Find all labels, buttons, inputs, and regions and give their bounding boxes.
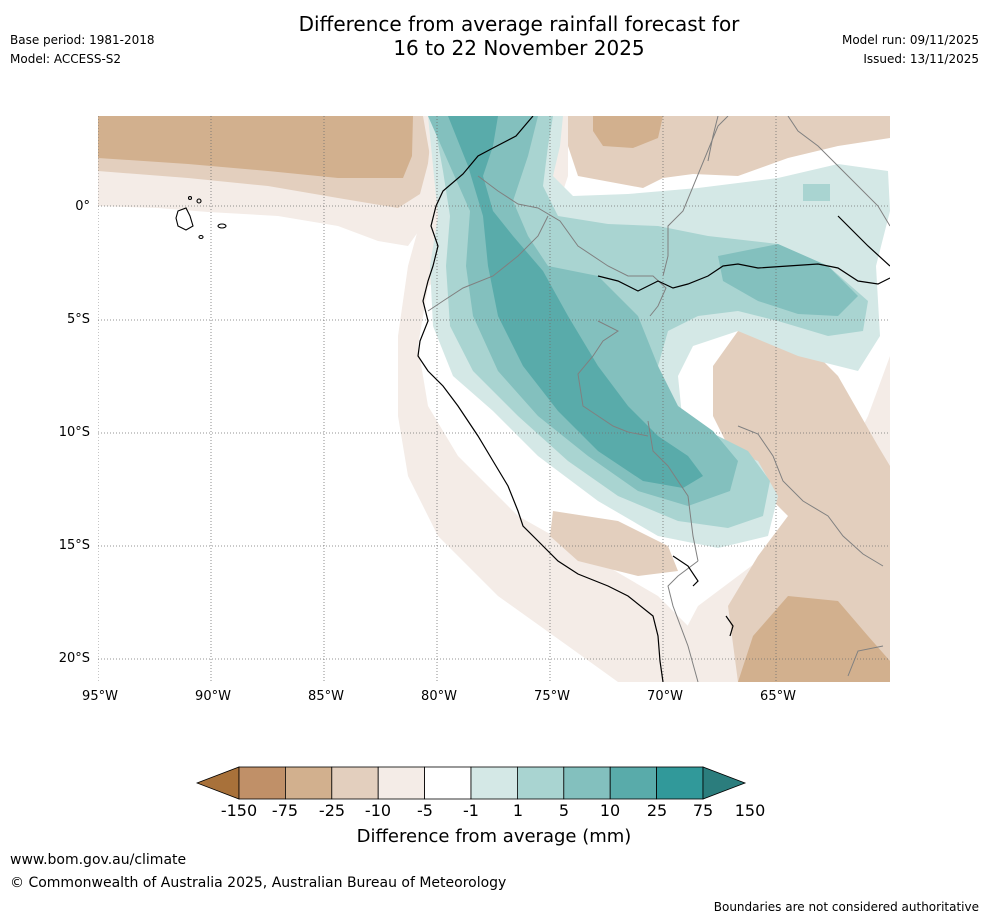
footer-copyright: © Commonwealth of Australia 2025, Austra… — [10, 875, 507, 891]
colorbar-tick: 150 — [734, 801, 766, 820]
lon-label-80w: 80°W — [421, 689, 457, 704]
lat-label-20s: 20°S — [58, 651, 90, 666]
colorbar-tick: 10 — [599, 801, 621, 820]
dry-zone-coast — [398, 116, 738, 682]
lat-label-15s: 15°S — [58, 538, 90, 553]
colorbar — [195, 766, 792, 800]
footer-url: www.bom.gov.au/climate — [10, 852, 187, 868]
colorbar-tick: 75 — [692, 801, 714, 820]
colorbar-arrow-high — [702, 766, 747, 800]
title-line-1: Difference from average rainfall forecas… — [298, 12, 740, 36]
model-name: Model: ACCESS-S2 — [10, 52, 122, 66]
map-panel — [98, 116, 890, 682]
footer-disclaimer: Boundaries are not considered authoritat… — [713, 900, 979, 914]
colorbar-segment — [377, 766, 425, 800]
colorbar-tick: -1 — [463, 801, 479, 820]
lon-label-70w: 70°W — [647, 689, 683, 704]
colorbar-tick: 1 — [512, 801, 524, 820]
lat-label-0: 0° — [75, 199, 90, 214]
model-run: Model run: 09/11/2025 — [841, 33, 979, 47]
colorbar-segment — [656, 766, 704, 800]
coastlines — [417, 116, 890, 682]
colorbar-title: Difference from average (mm) — [356, 826, 632, 847]
colorbar-tick: -5 — [417, 801, 433, 820]
issued-date: Issued: 13/11/2025 — [863, 52, 979, 66]
colorbar-segment — [470, 766, 518, 800]
colorbar-tick: -150 — [220, 801, 258, 820]
wet-zone-25-75mm — [448, 116, 703, 488]
dry-zone-south-mid — [550, 511, 678, 576]
lon-label-75w: 75°W — [534, 689, 570, 704]
colorbar-tick: -25 — [318, 801, 346, 820]
colorbar-tick: 5 — [558, 801, 570, 820]
dry-zone-east-mid — [713, 331, 890, 682]
colorbar-segment — [563, 766, 611, 800]
colorbar-segment — [331, 766, 379, 800]
colorbar-tick: 25 — [646, 801, 668, 820]
galapagos-islands — [175, 195, 227, 240]
colorbar-tick: -75 — [271, 801, 299, 820]
lat-label-10s: 10°S — [58, 425, 90, 440]
graticule — [98, 116, 890, 682]
base-period: Base period: 1981-2018 — [10, 33, 155, 47]
lat-label-5s: 5°S — [66, 312, 90, 327]
lon-label-85w: 85°W — [308, 689, 344, 704]
rainfall-map — [98, 116, 890, 682]
lon-label-90w: 90°W — [195, 689, 231, 704]
colorbar-segment — [609, 766, 658, 800]
wet-zone-small-north — [803, 184, 830, 201]
chart-title: Difference from average rainfall forecas… — [194, 12, 844, 60]
title-line-2: 16 to 22 November 2025 — [393, 36, 645, 60]
colorbar-arrow-low — [195, 766, 240, 800]
dry-zone-northwest-dark — [98, 116, 413, 178]
colorbar-segment — [285, 766, 333, 800]
wet-zone-5-10mm — [433, 116, 868, 528]
lon-label-95w: 95°W — [82, 689, 118, 704]
wet-zone-10-25mm — [428, 116, 738, 506]
colorbar-segment — [516, 766, 565, 800]
wet-zone-10-25mm-east — [718, 244, 858, 316]
colorbar-tick: -10 — [364, 801, 392, 820]
dry-zone-north-central-dark — [593, 116, 663, 148]
lon-label-65w: 65°W — [760, 689, 796, 704]
colorbar-graphic — [195, 766, 747, 800]
country-borders — [427, 116, 890, 682]
colorbar-segment — [238, 766, 286, 800]
colorbar-segment — [424, 766, 472, 800]
